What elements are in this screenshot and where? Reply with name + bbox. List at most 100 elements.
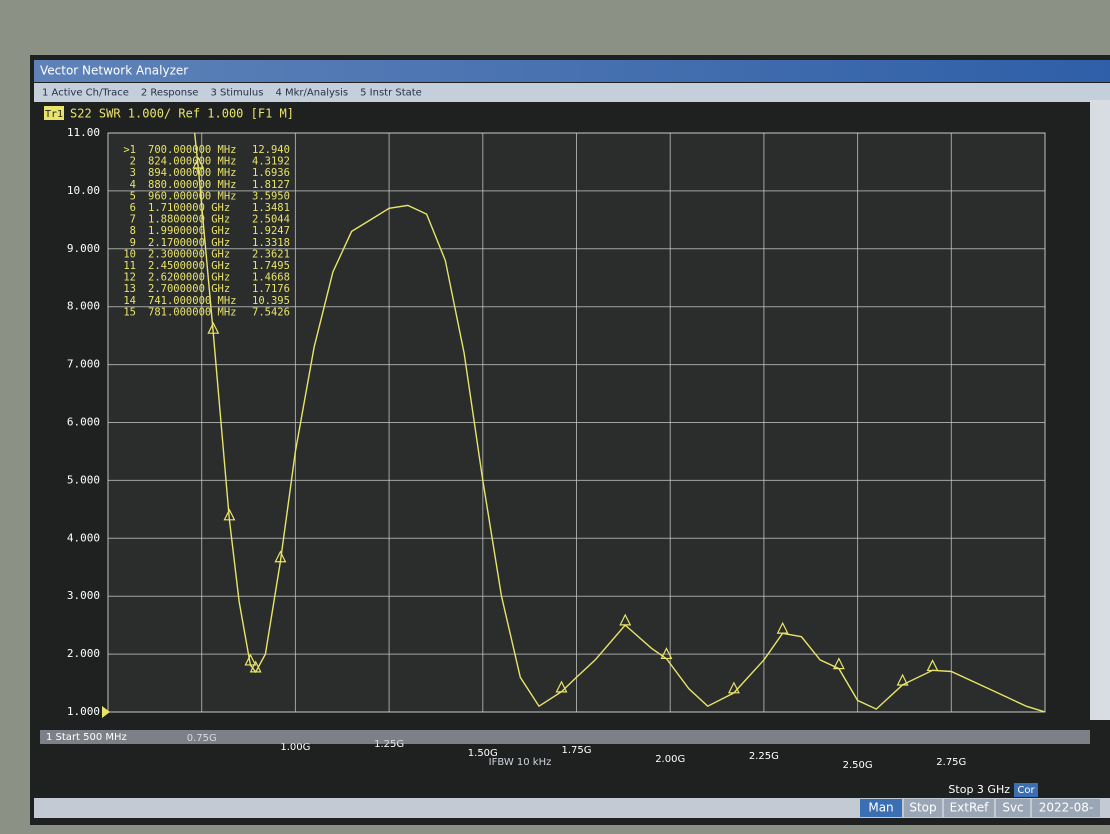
- x-tick-label: 2.25G: [749, 751, 779, 762]
- marker-stimulus: 894.000000 MHz: [148, 167, 237, 179]
- x-tick-label: 2.75G: [936, 757, 966, 768]
- marker: [192, 156, 205, 169]
- marker-name: 15: [123, 306, 136, 318]
- marker-name: 4: [130, 179, 136, 191]
- status-item: 2022-08-: [1039, 801, 1093, 815]
- marker: [776, 621, 789, 634]
- x-tick-label: 2.00G: [655, 754, 685, 765]
- marker-stimulus: 741.000000 MHz: [148, 295, 237, 307]
- marker-value: 1.3481: [252, 202, 290, 214]
- marker: [727, 681, 740, 694]
- marker-name: 14: [123, 295, 136, 307]
- y-tick-label: 1.000: [67, 705, 100, 718]
- menu-item[interactable]: 1 Active Ch/Trace: [42, 88, 129, 99]
- marker-name: 3: [130, 167, 136, 179]
- marker-value: 1.8127: [252, 179, 290, 191]
- window-title: Vector Network Analyzer: [40, 64, 188, 78]
- x-tick-label: 1.25G: [374, 739, 404, 750]
- marker-name: 5: [130, 190, 136, 202]
- x-tick-label: 1.50G: [468, 748, 498, 759]
- marker: [223, 508, 236, 521]
- y-tick-label: 9.000: [67, 242, 100, 255]
- marker-value: 1.7176: [252, 283, 290, 295]
- marker-name: 13: [123, 283, 136, 295]
- menu-item[interactable]: 5 Instr State: [360, 88, 422, 99]
- marker-stimulus: 880.000000 MHz: [148, 179, 237, 191]
- start-label: 1 Start 500 MHz: [46, 732, 127, 743]
- marker-name: 6: [130, 202, 136, 214]
- y-tick-label: 4.000: [67, 531, 100, 544]
- status-item: Stop: [909, 801, 936, 815]
- y-tick-label: 7.000: [67, 358, 100, 371]
- marker-value: 7.5426: [252, 306, 290, 318]
- status-item: ExtRef: [950, 801, 990, 815]
- y-tick-label: 11.00: [67, 126, 100, 139]
- cor-bg: [1014, 783, 1038, 797]
- y-tick-label: 10.00: [67, 184, 100, 197]
- x-tick-label: 2.50G: [843, 760, 873, 771]
- marker-name: 7: [130, 214, 136, 226]
- marker: [274, 550, 287, 563]
- marker-value: 1.6936: [252, 167, 290, 179]
- marker-value: 1.7495: [252, 260, 290, 272]
- menu-item[interactable]: 4 Mkr/Analysis: [275, 88, 348, 99]
- title-bar: [34, 60, 1110, 82]
- y-tick-label: 5.000: [67, 473, 100, 486]
- marker-name: 11: [123, 260, 136, 272]
- x-tick-label: 1.00G: [280, 742, 310, 753]
- marker-stimulus: 1.7100000 GHz: [148, 202, 230, 214]
- marker: [926, 659, 939, 672]
- footer-bar: [40, 730, 1090, 744]
- stop-label: Stop 3 GHz: [948, 783, 1010, 796]
- menu-bar: [34, 83, 1110, 102]
- x-tick-label: 1.75G: [561, 745, 591, 756]
- marker-name: 8: [130, 225, 136, 237]
- softkey-panel: [1090, 100, 1110, 720]
- marker: [660, 647, 673, 660]
- ifbw-label: IFBW 10 kHz: [489, 757, 552, 768]
- status-cell: [944, 799, 994, 817]
- marker: [619, 613, 632, 626]
- marker-stimulus: 1.9900000 GHz: [148, 225, 230, 237]
- marker-value: 3.5950: [252, 190, 290, 202]
- y-tick-label: 3.000: [67, 589, 100, 602]
- status-cell: [996, 799, 1030, 817]
- marker: [207, 321, 220, 334]
- marker-stimulus: 2.7000000 GHz: [148, 283, 230, 295]
- marker-value: 10.395: [252, 295, 290, 307]
- status-bar: [34, 798, 1110, 818]
- y-tick-label: 6.000: [67, 416, 100, 429]
- trace-badge: Tr1: [45, 109, 63, 120]
- marker-stimulus: 700.000000 MHz: [148, 144, 237, 156]
- marker-name: >1: [123, 144, 136, 156]
- y-tick-label: 2.000: [67, 647, 100, 660]
- trace-badge-bg: [44, 106, 64, 120]
- marker-stimulus: 2.3000000 GHz: [148, 248, 230, 260]
- status-cell: [860, 799, 902, 817]
- cor-label: Cor: [1017, 785, 1035, 796]
- marker-value: 1.3318: [252, 237, 290, 249]
- marker: [249, 660, 262, 673]
- marker-stimulus: 1.8800000 GHz: [148, 214, 230, 226]
- marker-name: 2: [130, 156, 136, 168]
- y-tick-label: 8.000: [67, 300, 100, 313]
- marker-stimulus: 2.1700000 GHz: [148, 237, 230, 249]
- reference-arrow: [102, 706, 110, 718]
- marker-name: 9: [130, 237, 136, 249]
- status-item: Man: [868, 801, 893, 815]
- trace-header: S22 SWR 1.000/ Ref 1.000 [F1 M]: [70, 107, 294, 121]
- marker: [555, 680, 568, 693]
- menu-item[interactable]: 3 Stimulus: [210, 88, 263, 99]
- menu-item[interactable]: 2 Response: [141, 88, 199, 99]
- marker-value: 4.3192: [252, 156, 290, 168]
- marker: [832, 657, 845, 670]
- marker-value: 2.5044: [252, 214, 290, 226]
- marker-value: 12.940: [252, 144, 290, 156]
- marker-stimulus: 781.000000 MHz: [148, 306, 237, 318]
- marker-value: 1.9247: [252, 225, 290, 237]
- marker-stimulus: 2.6200000 GHz: [148, 272, 230, 284]
- marker: [896, 673, 909, 686]
- marker-value: 1.4668: [252, 272, 290, 284]
